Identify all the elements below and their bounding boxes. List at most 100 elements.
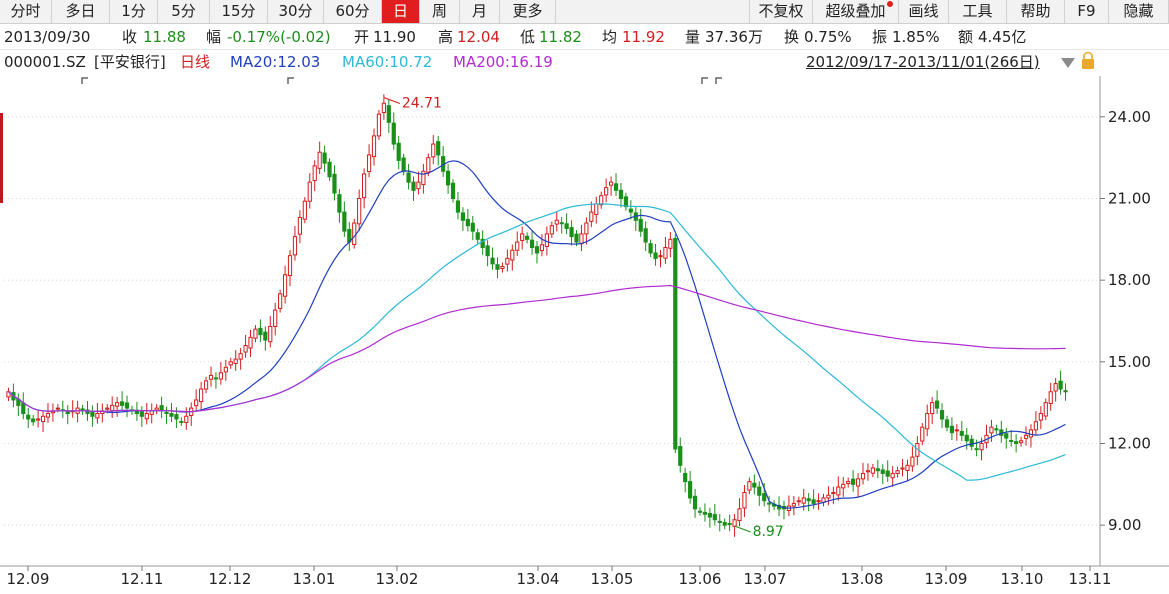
candle-body [638, 218, 643, 232]
candle-body [939, 410, 945, 420]
candle-body [875, 468, 880, 472]
marker-bracket-icon [701, 77, 708, 84]
period-tab[interactable]: 30分 [268, 0, 324, 23]
candle-body [248, 336, 253, 349]
period-tab[interactable]: 更多 [500, 0, 556, 23]
candle-body [174, 414, 179, 420]
date-range[interactable]: 2012/09/17-2013/11/01(266日) [806, 53, 1040, 71]
tool-button[interactable]: F9 [1065, 0, 1109, 23]
candle-body [263, 331, 268, 341]
amplitude-label: 振 [872, 28, 888, 46]
amount-value: 4.45亿 [978, 28, 1027, 46]
x-tick-label: 12.11 [121, 570, 164, 588]
candle-body [31, 418, 36, 423]
lock-icon [1082, 59, 1094, 69]
candle-body [584, 222, 589, 235]
period-tab[interactable]: 1分 [110, 0, 158, 23]
candle-body [589, 211, 594, 222]
period-tab[interactable]: 月 [460, 0, 500, 23]
candle-body [505, 257, 510, 265]
candle-body [727, 523, 732, 526]
candle-body [732, 519, 737, 527]
candle-body [149, 410, 154, 415]
x-tick-label: 13.02 [376, 570, 419, 588]
candle-body [495, 264, 500, 270]
candle-body [1043, 402, 1048, 417]
high-value: 12.04 [457, 28, 500, 46]
candle-body [900, 467, 905, 470]
candle-body [396, 142, 401, 161]
candle-body [880, 469, 885, 474]
amount-label: 额 [958, 28, 974, 46]
candle-body [317, 151, 322, 169]
candle-body [258, 327, 263, 336]
left-edge-marker [0, 113, 3, 203]
candle-body [273, 309, 278, 327]
candle-body [436, 141, 441, 156]
period-toolbar: 分时 多日 1分 5分 15分 30分 60分日周月更多 不复权 超级叠加 画线 工具 帮助 F9 隐藏 [0, 0, 1169, 24]
candle-body [450, 182, 456, 199]
candle-body [564, 223, 569, 229]
tool-button[interactable]: 超级叠加 [813, 0, 899, 23]
indicator-row: 000001.SZ [平安银行] 日线 MA20:12.03 MA60:10.7… [0, 51, 1169, 73]
candle-body [105, 407, 110, 410]
period-tab[interactable]: 周 [420, 0, 460, 23]
x-tick-label: 12.12 [209, 570, 252, 588]
candle-body [460, 212, 466, 221]
x-tick-label: 13.11 [1069, 570, 1112, 588]
candle-body [717, 520, 722, 523]
tool-button[interactable]: 不复权 [749, 0, 813, 23]
candle-body [801, 497, 806, 504]
turnover-label: 换 [784, 28, 800, 46]
candle-body [287, 255, 293, 277]
candle-body [184, 415, 189, 424]
candle-body [154, 407, 159, 411]
ma200-line [8, 284, 1066, 413]
candle-body [668, 238, 673, 249]
period-tab[interactable]: 60分 [324, 0, 382, 23]
period-tab[interactable]: 分时 [0, 0, 52, 23]
candle-body [401, 157, 406, 172]
candle-body [297, 217, 303, 235]
candle-body [228, 361, 233, 366]
tool-button[interactable]: 帮助 [1007, 0, 1065, 23]
candle-body [529, 239, 535, 248]
candle-body [213, 377, 219, 380]
candle-body [1014, 441, 1019, 445]
candle-body [327, 161, 332, 178]
candle-body [604, 187, 609, 196]
avg-value: 11.92 [622, 28, 665, 46]
stock-name: [平安银行] [94, 53, 166, 71]
candle-body [332, 173, 337, 194]
candle-body [312, 165, 317, 182]
period-tab[interactable]: 15分 [210, 0, 268, 23]
candle-body [663, 247, 668, 259]
candle-body [421, 170, 426, 186]
candle-body [426, 157, 431, 173]
marker-bracket-icon [287, 77, 294, 84]
candle-body [416, 181, 421, 190]
candle-body [831, 492, 836, 495]
candle-body [920, 426, 925, 442]
stock-symbol: 000001.SZ [4, 53, 86, 71]
candle-body [371, 135, 377, 158]
candle-body [500, 266, 505, 269]
x-tick-label: 13.04 [517, 570, 560, 588]
candle-body [569, 227, 574, 238]
candle-body [208, 374, 214, 380]
candle-body [989, 426, 994, 434]
candle-body [475, 232, 480, 240]
tool-button[interactable]: 工具 [949, 0, 1007, 23]
x-tick-label: 13.05 [591, 570, 634, 588]
period-tab[interactable]: 多日 [52, 0, 110, 23]
candle-body [1058, 380, 1063, 390]
candle-body [352, 222, 357, 246]
tool-button[interactable]: 画线 [899, 0, 949, 23]
lock-shackle [1083, 51, 1093, 59]
period-tab[interactable]: 日 [382, 0, 420, 23]
close-label: 收 [122, 28, 138, 46]
candle-body [115, 402, 120, 407]
candle-body [381, 102, 386, 113]
period-tab[interactable]: 5分 [158, 0, 210, 23]
